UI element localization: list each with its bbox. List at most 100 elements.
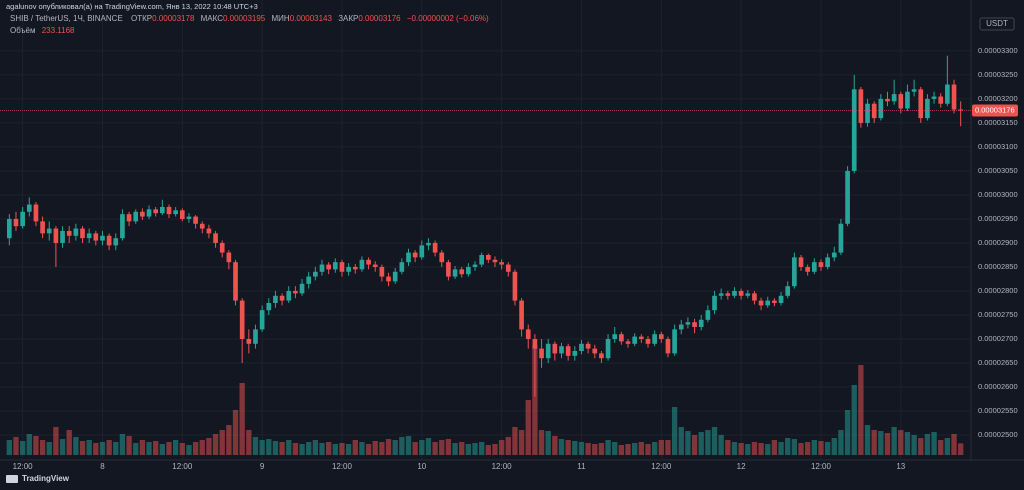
volume-bar	[479, 442, 485, 455]
candle-body	[126, 214, 132, 222]
y-tick-label: 0.00002850	[978, 262, 1018, 271]
candle-body	[519, 300, 524, 330]
volume-bar	[99, 442, 106, 455]
last-price-tag	[972, 104, 1018, 117]
volume-bar	[332, 444, 338, 455]
volume-bar	[266, 439, 272, 455]
candle-body	[472, 264, 478, 267]
volume-bar	[518, 430, 525, 455]
volume-bar	[166, 442, 172, 455]
candle-body	[313, 271, 318, 277]
candle-body	[46, 228, 52, 234]
volume-bar	[399, 437, 405, 455]
candle-body	[572, 351, 578, 356]
volume-bar	[838, 430, 844, 455]
y-tick-label: 0.00003050	[978, 166, 1018, 175]
volume-bar	[239, 383, 245, 455]
volume-bar	[798, 443, 804, 455]
volume-bar	[738, 443, 744, 455]
candle-body	[479, 254, 485, 265]
candle-body	[545, 343, 551, 359]
volume-bar	[93, 443, 99, 455]
candle-body	[951, 84, 957, 110]
candle-body	[86, 233, 92, 239]
currency-box[interactable]	[979, 17, 1015, 31]
candle-body	[193, 216, 198, 224]
currency: USDT	[986, 19, 1008, 28]
volume-bar	[79, 441, 86, 455]
volume-bar	[811, 440, 817, 455]
candle-body	[452, 269, 458, 277]
volume-bar	[758, 443, 764, 455]
x-tick-label: 13	[896, 462, 905, 471]
candle-body	[485, 254, 491, 260]
volume-bar	[718, 435, 724, 455]
footer-text: TradingView	[22, 474, 70, 483]
candle-body	[146, 209, 152, 217]
candle-body	[439, 252, 445, 263]
volume-bar	[751, 442, 758, 455]
volume-bar	[206, 438, 212, 455]
y-tick-label: 0.00002950	[978, 214, 1018, 223]
volume-bar	[585, 443, 591, 455]
volume-bar	[538, 430, 545, 455]
candle-body	[945, 84, 950, 104]
volume-bar	[226, 425, 232, 455]
x-tick-label: 12:00	[811, 462, 832, 471]
candle-body	[80, 228, 85, 239]
candle-body	[552, 343, 558, 354]
volume-bar	[844, 410, 851, 455]
grid	[0, 0, 971, 460]
candle-body	[725, 293, 731, 296]
x-tick-label: 12:00	[332, 462, 353, 471]
candle-body	[133, 211, 139, 222]
volume-bar	[891, 427, 897, 455]
candle-body	[918, 89, 924, 119]
candle-body	[372, 264, 378, 267]
candle-body	[505, 264, 511, 272]
legend-value: 0.00003143	[290, 14, 333, 23]
candle-body	[911, 89, 917, 92]
volume-bar	[771, 440, 778, 455]
candle-body	[891, 94, 897, 102]
candle-body	[306, 276, 312, 284]
volume-bar	[532, 345, 538, 455]
candle-body	[352, 266, 358, 270]
volume-bar	[325, 442, 332, 455]
candle-layer	[6, 55, 964, 397]
candle-body	[772, 300, 777, 303]
y-tick-label: 0.00002750	[978, 310, 1018, 319]
x-tick-label: 12	[737, 462, 746, 471]
candle-body	[492, 259, 498, 263]
volume-bar	[525, 400, 531, 455]
candle-body	[738, 290, 744, 296]
candle-body	[426, 242, 431, 246]
candle-body	[565, 346, 571, 356]
volume-bar	[878, 431, 884, 455]
candle-body	[785, 286, 791, 296]
candle-body	[559, 346, 564, 354]
volume-bar	[552, 436, 558, 455]
volume-bar	[931, 432, 937, 455]
candle-body	[905, 91, 910, 109]
candle-body	[246, 338, 252, 344]
volume-bar	[711, 427, 718, 455]
volume-bar	[512, 427, 518, 455]
candle-body	[406, 252, 411, 263]
volume-bar	[39, 440, 46, 455]
volume-bar	[126, 436, 132, 455]
volume-bar	[365, 444, 372, 455]
candle-body	[160, 206, 165, 214]
volume-bar	[319, 443, 325, 455]
candle-body	[698, 319, 704, 327]
volume-value: 233.1168	[42, 26, 75, 35]
candle-body	[153, 209, 159, 214]
candle-body	[825, 257, 830, 267]
volume-bar	[831, 438, 837, 455]
volume-bar	[306, 442, 312, 455]
y-tick-label: 0.00002550	[978, 406, 1018, 415]
candle-body	[319, 264, 325, 272]
candle-body	[113, 238, 119, 246]
volume-bar	[13, 437, 19, 455]
